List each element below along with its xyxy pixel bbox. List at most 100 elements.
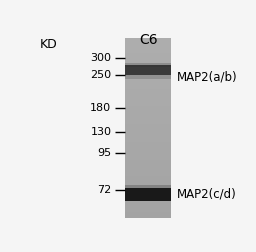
Bar (125, 91, 171, 92)
Bar (125, 205, 171, 206)
Bar (125, 146, 171, 148)
Bar (125, 94, 171, 95)
Bar (125, 131, 171, 133)
Bar (125, 103, 171, 104)
Bar (125, 155, 171, 157)
Bar (125, 158, 171, 160)
Bar (125, 148, 171, 149)
Bar (125, 151, 171, 152)
Bar (125, 95, 171, 97)
Bar (125, 172, 171, 173)
Bar (125, 175, 171, 176)
Bar (125, 57, 171, 59)
Bar (125, 124, 171, 125)
Bar (125, 169, 171, 170)
Bar (125, 178, 171, 179)
Bar (125, 160, 171, 161)
Bar (125, 44, 171, 46)
Bar (125, 119, 171, 121)
Bar (125, 104, 171, 106)
Bar (125, 164, 171, 166)
Bar (125, 214, 171, 215)
Bar (125, 149, 171, 151)
Bar (125, 136, 171, 137)
Bar (125, 203, 171, 205)
Bar (125, 115, 171, 116)
Bar (125, 118, 171, 119)
Bar (125, 211, 171, 212)
Bar (125, 67, 171, 68)
Bar (125, 206, 171, 208)
Bar (125, 137, 171, 139)
Bar (125, 52, 171, 53)
Bar (125, 97, 171, 98)
Bar (125, 217, 171, 218)
Bar (125, 41, 171, 43)
Bar (125, 125, 171, 127)
Text: 300: 300 (90, 53, 111, 63)
Bar (125, 182, 171, 184)
Bar (125, 47, 171, 49)
Bar (125, 140, 171, 142)
Bar (125, 89, 171, 91)
Bar (125, 134, 171, 136)
Bar (125, 163, 171, 164)
Bar (125, 181, 171, 182)
Bar (125, 101, 171, 103)
Bar (125, 122, 171, 124)
Bar (125, 128, 171, 130)
Bar (125, 184, 171, 185)
Bar (125, 133, 171, 134)
Text: 180: 180 (90, 103, 111, 113)
Bar (125, 176, 171, 178)
Bar (125, 65, 171, 67)
Bar (125, 75, 171, 79)
Bar (125, 92, 171, 94)
Bar (125, 80, 171, 82)
Bar (125, 53, 171, 54)
Bar (125, 70, 171, 71)
Bar (125, 139, 171, 140)
Bar (125, 38, 171, 40)
Bar (125, 173, 171, 175)
Bar (125, 68, 171, 70)
Bar (125, 190, 171, 191)
Bar (125, 209, 171, 211)
Bar (125, 142, 171, 143)
Bar (125, 166, 171, 167)
Bar (125, 106, 171, 107)
Bar (125, 112, 171, 113)
Bar (125, 161, 171, 163)
Bar (125, 154, 171, 155)
Bar (125, 113, 171, 115)
Bar (125, 62, 171, 67)
Bar (125, 98, 171, 100)
Bar (125, 76, 171, 77)
Bar (125, 79, 171, 80)
Bar (125, 73, 171, 74)
Text: MAP2(c/d): MAP2(c/d) (177, 188, 237, 201)
Bar (125, 179, 171, 181)
Bar (125, 145, 171, 146)
Text: 250: 250 (90, 70, 111, 80)
Bar (125, 56, 171, 57)
Bar (125, 54, 171, 56)
Bar (125, 64, 171, 65)
Bar (125, 157, 171, 158)
Bar (125, 188, 171, 190)
Bar (125, 197, 171, 199)
Bar (125, 215, 171, 217)
Bar (125, 188, 171, 201)
Bar (125, 167, 171, 169)
Bar (125, 185, 171, 188)
Bar (125, 212, 171, 214)
Bar (125, 202, 171, 203)
Bar (125, 121, 171, 122)
Bar (125, 40, 171, 41)
Bar (125, 170, 171, 172)
Bar (125, 193, 171, 194)
Bar (125, 107, 171, 109)
Bar (125, 208, 171, 209)
Bar (125, 200, 171, 202)
Bar (125, 109, 171, 110)
